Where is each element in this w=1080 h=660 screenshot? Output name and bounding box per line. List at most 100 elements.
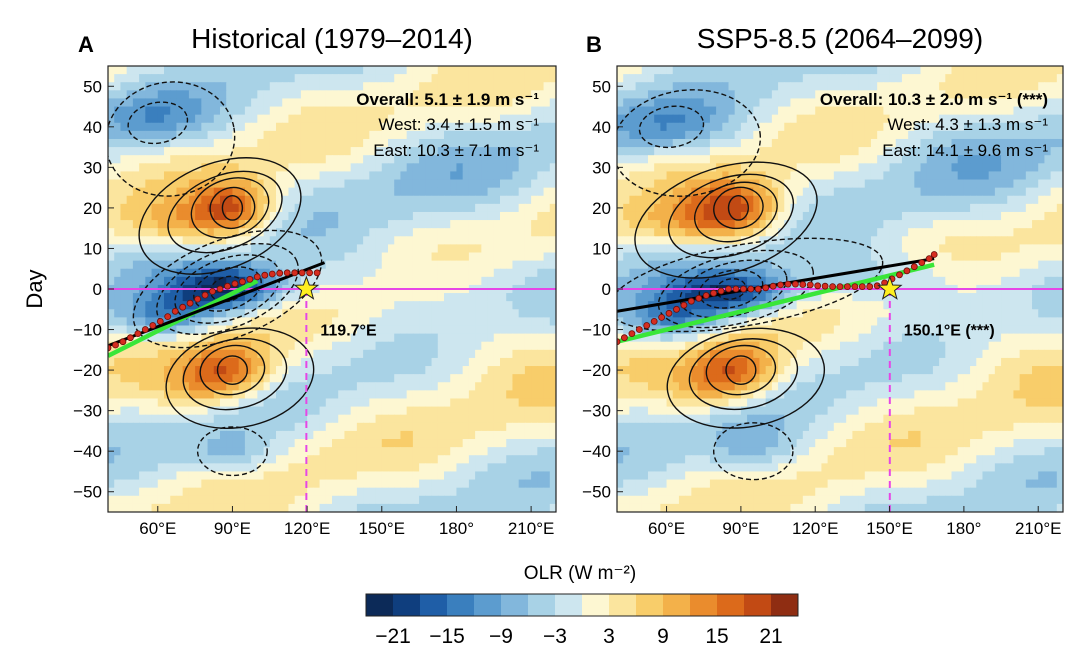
- heatmap-cell: [263, 163, 271, 173]
- heatmap-cell: [157, 98, 165, 108]
- heatmap-cell: [437, 244, 445, 254]
- heatmap-cell: [419, 495, 426, 505]
- heatmap-cell: [288, 244, 296, 254]
- heatmap-cell: [164, 463, 171, 473]
- heatmap-cell: [300, 187, 308, 197]
- heatmap-cell: [400, 155, 408, 164]
- heatmap-cell: [294, 317, 302, 327]
- heatmap-cell: [319, 439, 327, 448]
- heatmap-cell: [709, 98, 717, 108]
- heatmap-cell: [188, 422, 196, 432]
- heatmap-cell: [549, 98, 556, 108]
- heatmap-cell: [170, 349, 178, 359]
- heatmap-cell: [400, 487, 408, 497]
- heatmap-cell: [870, 130, 878, 140]
- heatmap-cell: [994, 122, 1002, 132]
- heatmap-cell: [388, 195, 395, 205]
- heatmap-cell: [164, 422, 171, 432]
- phase-point: [231, 280, 239, 288]
- heatmap-cell: [344, 382, 352, 391]
- heatmap-cell: [412, 325, 420, 335]
- heatmap-cell: [294, 463, 302, 473]
- heatmap-cell: [790, 82, 798, 91]
- heatmap-cell: [151, 228, 159, 237]
- heatmap-cell: [531, 98, 538, 108]
- heatmap-cell: [647, 98, 655, 108]
- heatmap-cell: [456, 463, 464, 473]
- heatmap-cell: [251, 260, 258, 270]
- heatmap-cell: [1013, 147, 1021, 156]
- heatmap-cell: [108, 301, 115, 310]
- heatmap-cell: [388, 309, 395, 318]
- heatmap-cell: [157, 260, 165, 270]
- heatmap-cell: [176, 82, 184, 91]
- heatmap-cell: [226, 82, 234, 91]
- heatmap-cell: [1038, 82, 1046, 91]
- heatmap-cell: [753, 90, 761, 100]
- heatmap-cell: [325, 325, 333, 335]
- heatmap-cell: [307, 495, 314, 505]
- heatmap-cell: [982, 122, 990, 132]
- heatmap-cell: [244, 155, 252, 164]
- heatmap-cell: [276, 495, 283, 505]
- heatmap-cell: [431, 301, 439, 310]
- heatmap-cell: [294, 414, 302, 424]
- positive-contour: [221, 194, 244, 221]
- heatmap-cell: [672, 130, 680, 140]
- heatmap-cell: [269, 366, 277, 375]
- heatmap-cell: [257, 66, 265, 75]
- heatmap-cell: [344, 268, 352, 278]
- heatmap-cell: [419, 341, 426, 351]
- heatmap-cell: [251, 228, 258, 237]
- heatmap-cell: [207, 471, 215, 481]
- heatmap-cell: [537, 333, 545, 343]
- heatmap-cell: [263, 122, 271, 132]
- heatmap-cell: [431, 447, 439, 456]
- heatmap-cell: [126, 130, 134, 140]
- heatmap-cell: [481, 357, 489, 367]
- heatmap-cell: [325, 268, 333, 278]
- heatmap-cell: [238, 66, 246, 75]
- heatmap-cell: [288, 138, 296, 148]
- heatmap-cell: [660, 130, 668, 140]
- heatmap-cell: [493, 211, 501, 221]
- heatmap-cell: [1001, 122, 1008, 132]
- heatmap-cell: [313, 325, 321, 335]
- heatmap-cell: [188, 252, 196, 262]
- heatmap-cell: [753, 98, 761, 108]
- heatmap-cell: [412, 195, 420, 205]
- heatmap-cell: [220, 471, 227, 481]
- heatmap-cell: [388, 130, 395, 140]
- heatmap-cell: [493, 130, 501, 140]
- heatmap-cell: [462, 495, 470, 505]
- heatmap-cell: [170, 228, 178, 237]
- heatmap-cell: [294, 220, 302, 229]
- heatmap-cell: [226, 98, 234, 108]
- heatmap-cell: [145, 333, 153, 343]
- heatmap-cell: [796, 82, 804, 91]
- heatmap-cell: [120, 130, 128, 140]
- heatmap-cell: [182, 317, 190, 327]
- heatmap-cell: [858, 130, 866, 140]
- heatmap-cell: [802, 82, 810, 91]
- heatmap-cell: [703, 90, 711, 100]
- heatmap-cell: [475, 147, 482, 156]
- heatmap-cell: [126, 106, 134, 116]
- heatmap-cell: [276, 187, 283, 197]
- heatmap-cell: [809, 82, 816, 91]
- heatmap-cell: [444, 293, 451, 302]
- heatmap-cell: [145, 447, 153, 456]
- heatmap-cell: [419, 325, 426, 335]
- heatmap-cell: [238, 147, 246, 156]
- heatmap-cell: [151, 398, 159, 408]
- heatmap-cell: [145, 439, 153, 448]
- heatmap-cell: [957, 82, 965, 91]
- heatmap-cell: [549, 66, 556, 75]
- heatmap-cell: [269, 195, 277, 205]
- heatmap-cell: [957, 114, 965, 124]
- heatmap-cell: [369, 203, 377, 213]
- heatmap-cell: [257, 495, 265, 505]
- heatmap-cell: [176, 495, 184, 505]
- heatmap-cell: [889, 82, 897, 91]
- heatmap-cell: [307, 220, 314, 229]
